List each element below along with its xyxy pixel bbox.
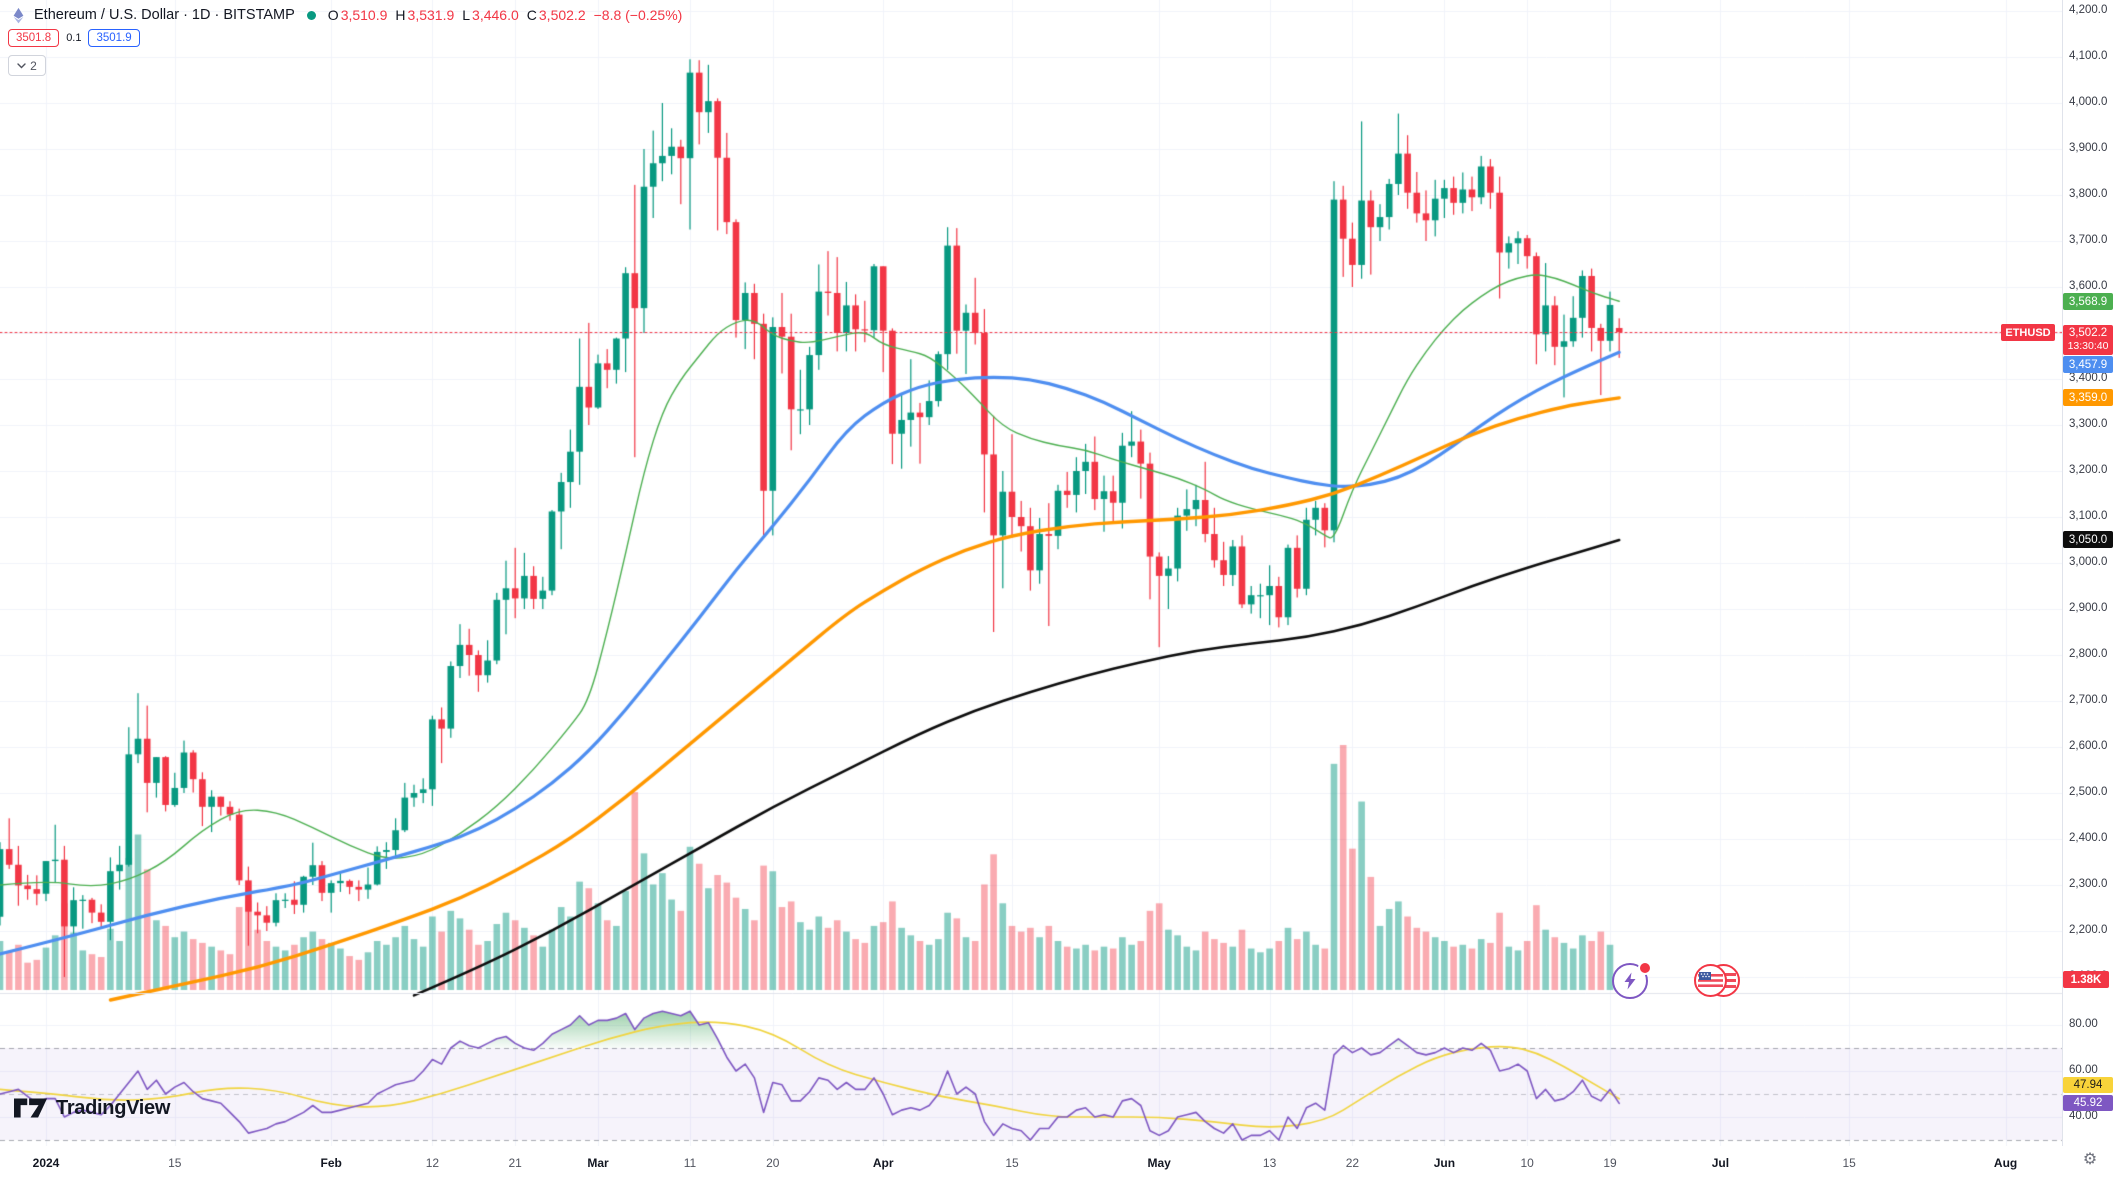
- price-tick-label: 3,700.0: [2069, 234, 2108, 246]
- open-value: 3,510.9: [340, 7, 388, 23]
- price-tick-label: 3,400.0: [2069, 372, 2108, 384]
- time-tick-label: Mar: [587, 1156, 609, 1170]
- ma-100-value-badge: 3,359.0: [2063, 389, 2113, 406]
- ohlc-readout: O 3,510.9 H 3,531.9 L 3,446.0 C 3,502.2 …: [328, 7, 683, 23]
- change-value: −8.8 (−0.25%): [593, 7, 683, 23]
- ethereum-icon: [10, 7, 27, 24]
- symbol-title[interactable]: Ethereum / U.S. Dollar · 1D · BITSTAMP: [34, 7, 295, 23]
- high-label: H: [395, 7, 406, 23]
- price-tick-label: 4,000.0: [2069, 96, 2108, 108]
- time-tick-label: Jul: [1711, 1156, 1730, 1170]
- price-tick-label: 2,300.0: [2069, 878, 2108, 890]
- price-tick-label: 3,100.0: [2069, 510, 2108, 522]
- indicators-collapse-button[interactable]: 2: [8, 55, 46, 76]
- spread-value: 0.1: [66, 31, 82, 44]
- tradingview-logo-text: TradingView: [56, 1096, 171, 1119]
- price-tick-label: 2,700.0: [2069, 694, 2108, 706]
- time-tick-label: 11: [683, 1156, 697, 1170]
- rsi-value-badge: 45.92: [2063, 1095, 2113, 1111]
- time-tick-label: 15: [1005, 1156, 1019, 1170]
- notification-dot: [1638, 961, 1652, 975]
- time-tick-label: 2024: [32, 1156, 60, 1170]
- volume-value-badge: 1.38K: [2063, 971, 2109, 988]
- ma-50-value-badge: 3,457.9: [2063, 356, 2113, 373]
- high-value: 3,531.9: [407, 7, 455, 23]
- bid-ask-row: 3501.8 0.1 3501.9: [8, 27, 140, 48]
- price-tick-label: 2,600.0: [2069, 740, 2108, 752]
- chevron-down-icon: [17, 62, 26, 68]
- time-tick-label: Feb: [320, 1156, 342, 1170]
- time-tick-label: Jun: [1433, 1156, 1456, 1170]
- price-tick-label: 3,900.0: [2069, 142, 2108, 154]
- low-label: L: [462, 7, 471, 23]
- us-flag-icon: [1694, 964, 1727, 997]
- price-tick-label: 3,200.0: [2069, 464, 2108, 476]
- rsi-ma-value-badge: 47.94: [2063, 1077, 2113, 1093]
- collapsed-indicator-count: 2: [30, 58, 37, 73]
- sell-bid-button[interactable]: 3501.8: [8, 28, 60, 47]
- price-axis[interactable]: 4,200.0 4,100.0 4,000.0 3,900.0 3,800.0 3,700…: [2062, 0, 2114, 1146]
- time-tick-label: Aug: [1993, 1156, 2018, 1170]
- time-tick-label: 21: [508, 1156, 522, 1170]
- price-tick-label: 3,300.0: [2069, 418, 2108, 430]
- ma-fast-value-badge: 3,568.9: [2063, 293, 2113, 310]
- time-tick-label: 15: [1842, 1156, 1856, 1170]
- price-tick-label: 3,800.0: [2069, 188, 2108, 200]
- ideas-flash-button[interactable]: [1612, 961, 1652, 999]
- time-tick-label: 22: [1345, 1156, 1360, 1170]
- price-tick-label: 3,000.0: [2069, 556, 2108, 568]
- time-tick-label: 13: [1262, 1156, 1277, 1170]
- price-tick-label: 80.00: [2069, 1018, 2098, 1030]
- time-axis[interactable]: 2024 15 Feb 12 21 Mar 11 20 Apr 15 May 13 22 Jun 10 19 J…: [0, 1146, 2114, 1181]
- symbol-price-tag: ETHUSD: [2001, 324, 2055, 341]
- ma-200-value-badge: 3,050.0: [2063, 531, 2113, 548]
- time-tick-label: 20: [766, 1156, 780, 1170]
- symbol-header-row: Ethereum / U.S. Dollar · 1D · BITSTAMP O…: [10, 5, 682, 25]
- price-tick-label: 2,400.0: [2069, 832, 2108, 844]
- time-tick-label: Apr: [872, 1156, 894, 1170]
- buy-ask-button[interactable]: 3501.9: [88, 28, 140, 47]
- tradingview-logo[interactable]: TradingView: [14, 1096, 170, 1120]
- axis-settings-gear-icon[interactable]: ⚙: [2082, 1151, 2098, 1168]
- price-tick-label: 4,200.0: [2069, 4, 2108, 16]
- bar-countdown: 13:30:40: [2067, 340, 2109, 352]
- time-tick-label: 19: [1603, 1156, 1617, 1170]
- close-value: 3,502.2: [538, 7, 586, 23]
- price-tick-label: 2,900.0: [2069, 602, 2108, 614]
- price-tick-label: 40.00: [2069, 1110, 2098, 1122]
- time-tick-label: 15: [168, 1156, 182, 1170]
- price-tick-label: 60.00: [2069, 1064, 2098, 1076]
- current-price-badge: 3,502.2 13:30:40: [2063, 325, 2113, 355]
- lightning-icon: [1612, 963, 1648, 999]
- time-tick-label: 12: [425, 1156, 440, 1170]
- time-tick-label: 10: [1520, 1156, 1534, 1170]
- price-tick-label: 4,100.0: [2069, 50, 2108, 62]
- tradingview-logo-icon: [14, 1098, 48, 1118]
- economic-events-marker[interactable]: [1694, 964, 1742, 998]
- time-tick-label: May: [1147, 1156, 1171, 1170]
- price-tick-label: 3,600.0: [2069, 280, 2108, 292]
- low-value: 3,446.0: [472, 7, 519, 23]
- price-tick-label: 2,200.0: [2069, 924, 2108, 936]
- current-price-value: 3,502.2: [2068, 327, 2108, 339]
- price-tick-label: 2,500.0: [2069, 786, 2108, 798]
- price-tick-label: 2,800.0: [2069, 648, 2108, 660]
- close-label: C: [526, 7, 537, 23]
- open-label: O: [327, 7, 339, 23]
- market-status-dot[interactable]: [306, 10, 316, 20]
